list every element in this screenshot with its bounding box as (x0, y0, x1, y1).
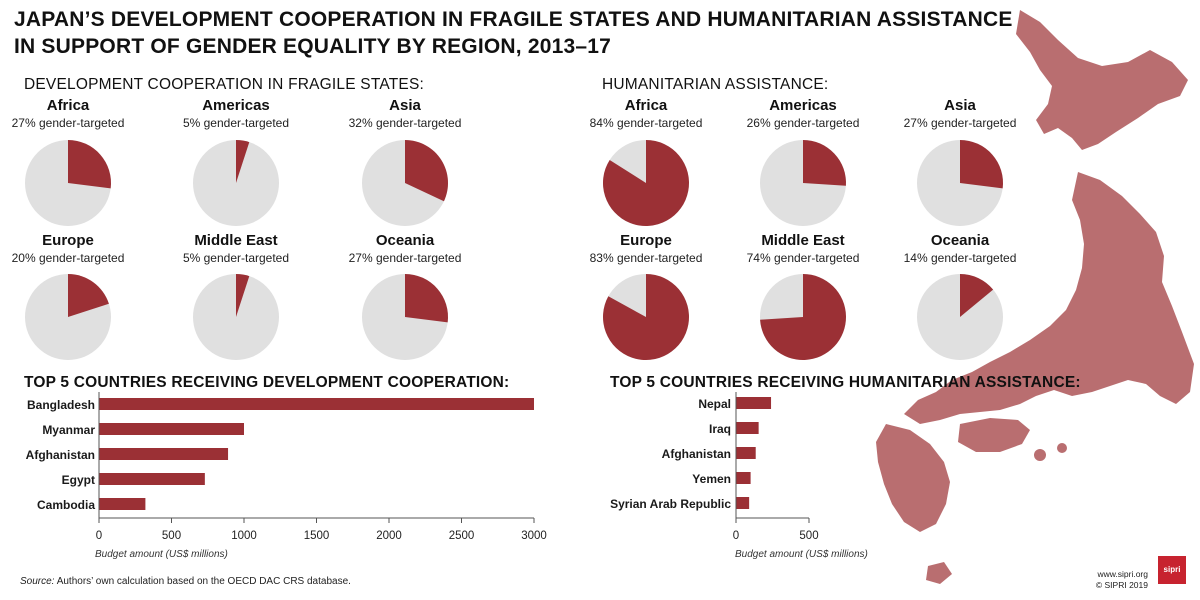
x-tick-label-hum-0: 0 (733, 530, 739, 542)
pie-label-hum-africa: Africa (624, 97, 668, 114)
chart-title-line-1: JAPAN’S DEVELOPMENT COOPERATION IN FRAGI… (14, 8, 1013, 31)
pie-pct-dev-oceania: 27% gender-targeted (348, 251, 462, 265)
bar-label-dev-egypt: Egypt (62, 473, 95, 487)
bar-label-hum-afghanistan: Afghanistan (662, 447, 731, 461)
hum-bar-heading: TOP 5 COUNTRIES RECEIVING HUMANITARIAN A… (610, 374, 1081, 391)
bar-dev-bangladesh (99, 398, 534, 410)
pie-pct-hum-americas: 26% gender-targeted (746, 116, 860, 130)
website-url: www.sipri.org (1097, 569, 1148, 579)
pie-label-dev-africa: Africa (46, 97, 90, 114)
pie-pct-hum-oceania: 14% gender-targeted (903, 251, 1017, 265)
pie-label-hum-europe: Europe (620, 232, 672, 249)
bar-label-dev-myanmar: Myanmar (42, 423, 95, 437)
bar-hum-afghanistan (736, 447, 756, 459)
bar-label-hum-nepal: Nepal (698, 397, 731, 411)
bar-hum-yemen (736, 472, 751, 484)
pie-label-hum-americas: Americas (769, 97, 837, 114)
x-tick-label-dev-0: 0 (96, 530, 102, 542)
source-label: Source: (20, 576, 55, 587)
x-tick-label-dev-2500: 2500 (449, 530, 475, 542)
pie-label-hum-oceania: Oceania (930, 232, 990, 249)
x-axis-label-hum: Budget amount (US$ millions) (735, 549, 868, 560)
bar-label-dev-afghanistan: Afghanistan (26, 448, 95, 462)
bar-label-dev-cambodia: Cambodia (37, 498, 95, 512)
pie-pct-hum-europe: 83% gender-targeted (589, 251, 703, 265)
pie-label-dev-americas: Americas (202, 97, 270, 114)
pie-pct-hum-asia: 27% gender-targeted (903, 116, 1017, 130)
humanitarian-heading: HUMANITARIAN ASSISTANCE: (602, 76, 829, 93)
pie-label-dev-europe: Europe (42, 232, 94, 249)
x-tick-label-dev-3000: 3000 (521, 530, 547, 542)
bar-dev-afghanistan (99, 448, 229, 460)
bar-dev-myanmar (99, 423, 244, 435)
source-note: Source: Authors’ own calculation based o… (20, 576, 351, 587)
dev-bar-heading: TOP 5 COUNTRIES RECEIVING DEVELOPMENT CO… (24, 374, 510, 391)
bar-label-dev-bangladesh: Bangladesh (27, 398, 95, 412)
x-tick-label-dev-500: 500 (162, 530, 181, 542)
bar-dev-egypt (99, 473, 205, 485)
pie-pct-hum-africa: 84% gender-targeted (589, 116, 703, 130)
pie-pct-dev-europe: 20% gender-targeted (11, 251, 125, 265)
x-axis-label-dev: Budget amount (US$ millions) (95, 549, 228, 560)
bar-label-hum-syrian-arab-republic: Syrian Arab Republic (610, 497, 731, 511)
bar-dev-cambodia (99, 498, 146, 510)
pie-pct-hum-middle-east: 74% gender-targeted (746, 251, 860, 265)
pie-label-hum-middle-east: Middle East (761, 232, 845, 249)
pie-pct-dev-africa: 27% gender-targeted (11, 116, 125, 130)
pie-pct-dev-asia: 32% gender-targeted (348, 116, 462, 130)
pie-label-hum-asia: Asia (944, 97, 976, 114)
pie-label-dev-asia: Asia (389, 97, 421, 114)
pie-pct-dev-americas: 5% gender-targeted (182, 116, 290, 130)
x-tick-label-dev-2000: 2000 (376, 530, 402, 542)
copyright-note: © SIPRI 2019 (1095, 580, 1148, 590)
pie-pct-dev-middle-east: 5% gender-targeted (182, 251, 290, 265)
source-text: Authors’ own calculation based on the OE… (54, 576, 351, 587)
bar-label-hum-yemen: Yemen (692, 472, 731, 486)
bar-label-hum-iraq: Iraq (709, 422, 731, 436)
bar-hum-nepal (736, 397, 772, 409)
pie-label-dev-middle-east: Middle East (194, 232, 278, 249)
fragile-states-heading: DEVELOPMENT COOPERATION IN FRAGILE STATE… (24, 76, 424, 93)
bar-hum-syrian-arab-republic (736, 497, 750, 509)
pie-label-dev-oceania: Oceania (375, 232, 435, 249)
chart-title-line-2: IN SUPPORT OF GENDER EQUALITY BY REGION,… (14, 35, 611, 58)
bar-hum-iraq (736, 422, 759, 434)
x-tick-label-dev-1000: 1000 (231, 530, 257, 542)
sipri-logo: sipri (1158, 556, 1186, 584)
x-tick-label-hum-500: 500 (799, 530, 818, 542)
japan-map-shape (876, 10, 1194, 584)
x-tick-label-dev-1500: 1500 (304, 530, 330, 542)
